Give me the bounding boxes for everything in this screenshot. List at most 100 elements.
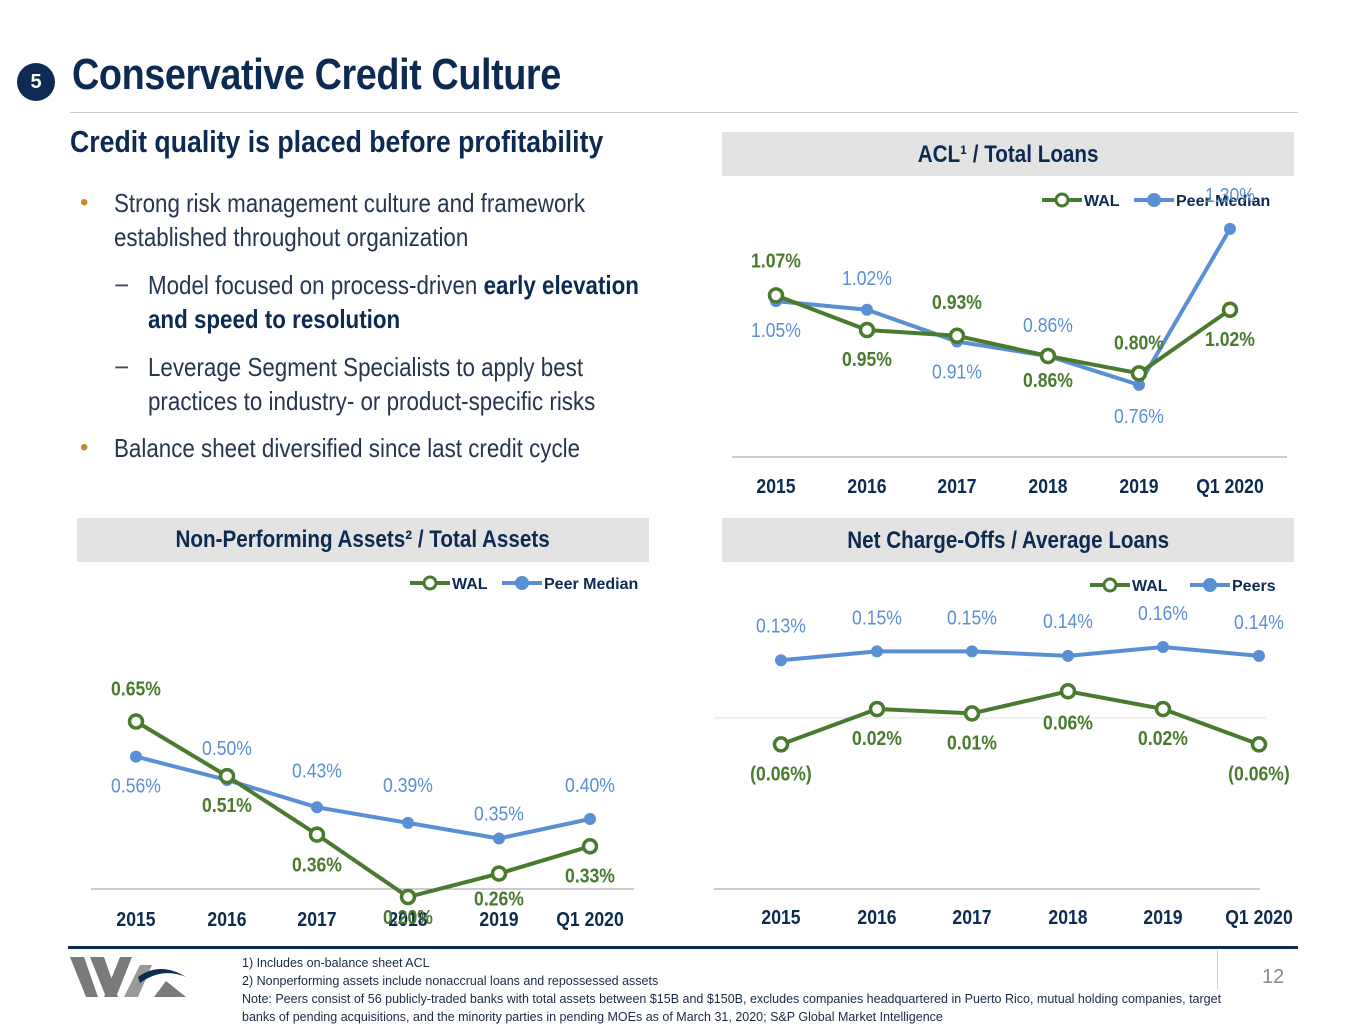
peer-point	[1253, 649, 1265, 662]
company-logo: WA	[68, 955, 186, 997]
wal-point	[581, 838, 599, 855]
nco-chart-title: Net Charge-Offs / Average Loans	[722, 518, 1294, 562]
peer-point	[493, 832, 505, 845]
legend-peer-label: Peer Median	[1176, 193, 1270, 210]
wal-point	[767, 287, 785, 304]
wal-point	[868, 700, 886, 718]
peer-data-label: 1.02%	[842, 267, 892, 289]
wal-point	[1039, 347, 1057, 365]
dash-marker: −	[114, 270, 130, 300]
peer-point	[861, 303, 873, 316]
x-tick-label: Q1 2020	[1225, 906, 1292, 928]
footer-divider	[68, 946, 1298, 949]
wal-data-label: 0.20%	[383, 906, 433, 928]
acl-chart-title: ACL¹ / Total Loans	[722, 132, 1294, 176]
section-number-badge: 5	[17, 63, 55, 101]
x-tick-label: 2017	[297, 908, 336, 930]
peer-point	[1224, 222, 1236, 235]
wal-data-label: 0.36%	[292, 854, 342, 876]
peer-data-label: 0.15%	[947, 606, 997, 628]
peer-data-label: 0.35%	[474, 802, 524, 824]
peer-point	[1157, 641, 1169, 653]
peer-data-label: 1.05%	[751, 319, 801, 341]
legend-peer-marker	[515, 576, 529, 590]
page-number: 12	[1262, 966, 1285, 988]
page-title: Conservative Credit Culture	[72, 50, 640, 100]
wal-point	[963, 705, 981, 722]
peer-data-label: 0.40%	[565, 774, 615, 796]
x-tick-label: Q1 2020	[556, 908, 623, 930]
wal-data-label: 0.95%	[842, 348, 892, 370]
peer-point	[584, 813, 596, 825]
peer-series-line	[135, 754, 591, 841]
footnote-2: 2) Nonperforming assets include nonaccru…	[242, 974, 659, 988]
wal-series-line	[775, 293, 1232, 376]
npa-chart: 2015 2016 2017 2018 2019 Q1 2020 WAL Peer Media…	[91, 575, 638, 930]
subbullet-emphasis: early elevation	[483, 270, 639, 300]
title-divider	[70, 112, 1298, 113]
peer-point	[130, 750, 142, 763]
peer-data-label: 0.14%	[1043, 610, 1093, 632]
wal-point	[1059, 683, 1077, 700]
dash-marker: −	[114, 352, 130, 382]
wal-data-label: (0.06%)	[1228, 762, 1290, 784]
subbullet-segment-specialists: − Leverage Segment Specialists to apply …	[114, 350, 694, 418]
peer-point	[402, 816, 414, 829]
wal-data-label: 0.86%	[1023, 369, 1073, 391]
wal-point	[490, 865, 508, 882]
peer-data-label: 0.13%	[756, 614, 806, 636]
legend-wal-marker	[422, 575, 438, 591]
wal-data-label: 1.02%	[1205, 328, 1255, 350]
footnotes: 1) Includes on-balance sheet ACL 2) Nonp…	[242, 954, 1222, 1024]
wal-data-label: 0.51%	[202, 794, 252, 816]
wal-point	[858, 321, 876, 339]
x-tick-label: 2016	[857, 906, 896, 928]
bullet-text: Balance sheet diversified since last cre…	[114, 433, 581, 463]
x-tick-label: 2019	[1119, 475, 1158, 497]
peer-data-label: 0.56%	[111, 775, 161, 797]
wal-data-label: 0.93%	[932, 291, 982, 313]
peer-data-label: 0.76%	[1114, 405, 1164, 427]
legend-wal-label: WAL	[1132, 578, 1168, 595]
legend-peer-label: Peer Median	[544, 576, 638, 593]
section-subtitle: Credit quality is placed before profitab…	[70, 124, 690, 160]
logo-text: WA	[68, 955, 70, 956]
bullet-text: Strong risk management culture and frame…	[114, 188, 586, 218]
x-tick-label: 2019	[1143, 906, 1182, 928]
legend-wal-marker	[1102, 577, 1118, 593]
wal-series-line	[780, 689, 1260, 747]
wal-point	[1130, 365, 1148, 382]
x-tick-label: 2016	[207, 908, 246, 930]
bullet-marker: •	[80, 434, 89, 461]
wal-data-label: 0.65%	[111, 677, 161, 699]
bullet-balance-sheet: • Balance sheet diversified since last c…	[80, 431, 680, 465]
footnote-4: banks of pending acquisitions, and the m…	[242, 1010, 943, 1024]
peer-series-line	[775, 227, 1232, 387]
wal-data-label: 0.02%	[1138, 727, 1188, 749]
x-tick-label: 2018	[388, 908, 427, 930]
legend-peer-label: Peers	[1232, 578, 1276, 595]
wal-data-label: 0.02%	[852, 727, 902, 749]
peer-point	[871, 645, 883, 658]
bullet-risk-culture: • Strong risk management culture and fra…	[80, 186, 680, 254]
x-tick-label: 2015	[761, 906, 800, 928]
peer-point	[311, 801, 323, 814]
footnote-1: 1) Includes on-balance sheet ACL	[242, 956, 430, 970]
wal-data-label: (0.06%)	[750, 762, 812, 784]
peer-data-label: 0.14%	[1234, 611, 1284, 633]
wal-point	[399, 888, 417, 906]
nco-chart: 2015 2016 2017 2018 2019 Q1 2020 WAL Peers (0.06…	[714, 577, 1293, 928]
peer-point	[966, 645, 978, 658]
wal-point	[1250, 736, 1268, 753]
x-tick-label: Q1 2020	[1196, 475, 1263, 497]
wal-point	[1154, 700, 1172, 718]
wal-point	[127, 713, 145, 730]
wal-data-label: 0.80%	[1114, 331, 1164, 353]
legend-wal-label: WAL	[1084, 193, 1120, 210]
wal-point	[308, 826, 326, 843]
wal-data-label: 1.07%	[751, 249, 801, 271]
legend-wal-label: WAL	[452, 576, 488, 593]
subbullet-text: Leverage Segment Specialists to apply be…	[148, 352, 584, 382]
x-tick-label: 2018	[1048, 906, 1087, 928]
section-subtitle-text: Credit quality is placed before profitab…	[70, 124, 604, 159]
